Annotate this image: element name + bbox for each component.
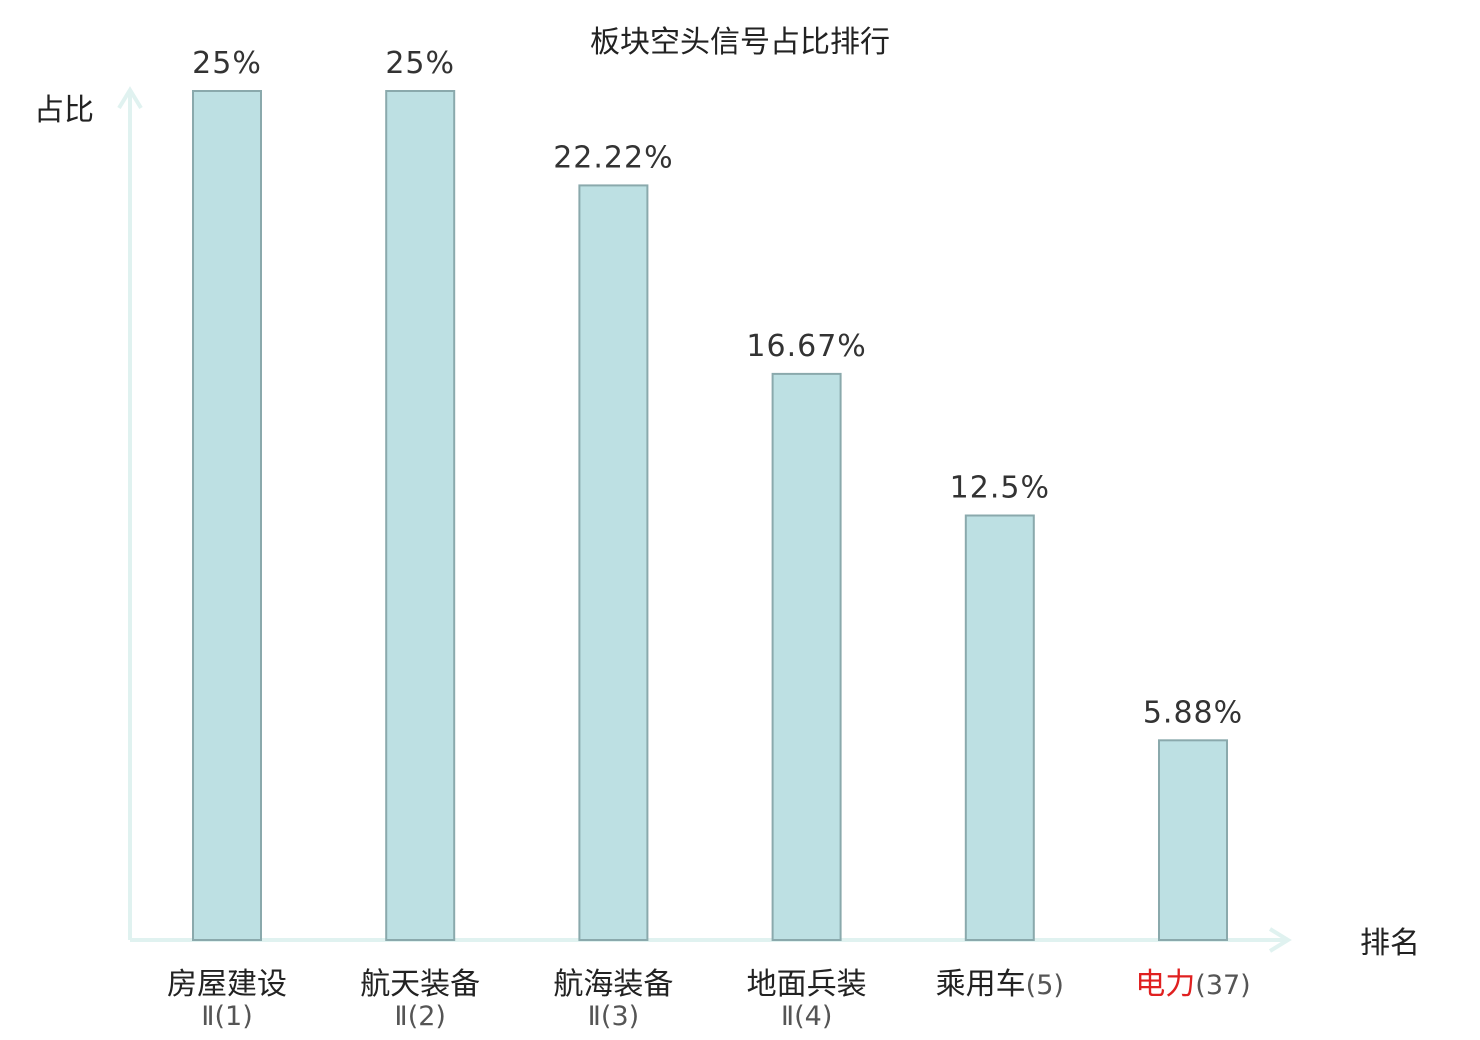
value-label-2: 25% <box>385 46 455 81</box>
value-label-6: 5.88% <box>1143 695 1243 730</box>
category-sublabel-3: Ⅱ(3) <box>588 1001 640 1032</box>
value-label-3: 22.22% <box>553 140 673 175</box>
category-sublabel-1: Ⅱ(1) <box>201 1001 253 1032</box>
category-sublabel-4: Ⅱ(4) <box>781 1001 833 1032</box>
category-label-5: 乘用车(5) <box>936 967 1064 1002</box>
category-label-6: 电力(37) <box>1135 967 1250 1002</box>
bars-group <box>192 90 1228 942</box>
axes <box>117 86 1292 953</box>
x-axis-arrow-icon <box>1268 927 1292 953</box>
category-label-2: 航天装备 <box>360 967 480 1002</box>
value-label-1: 25% <box>192 46 262 81</box>
bar-2 <box>385 90 456 941</box>
bar-3 <box>578 184 649 941</box>
category-sublabel-2: Ⅱ(2) <box>394 1001 446 1032</box>
bar-4 <box>771 372 842 942</box>
value-label-5: 12.5% <box>950 471 1050 506</box>
y-axis-arrow-icon <box>117 86 143 110</box>
chart-title: 板块空头信号占比排行 <box>590 25 890 60</box>
y-axis-label: 占比 <box>34 93 94 128</box>
category-label-4: 地面兵装 <box>747 967 867 1002</box>
bar-5 <box>964 514 1035 941</box>
category-label-3: 航海装备 <box>553 967 673 1002</box>
value-label-4: 16.67% <box>746 329 866 364</box>
bar-1 <box>192 90 262 941</box>
x-axis-label: 排名 <box>1360 926 1420 961</box>
bar-6 <box>1158 739 1228 941</box>
category-label-1: 房屋建设 <box>167 967 287 1002</box>
value-labels-group: 25% 25% 22.22% 16.67% 12.5% 5.88% <box>192 46 1243 730</box>
